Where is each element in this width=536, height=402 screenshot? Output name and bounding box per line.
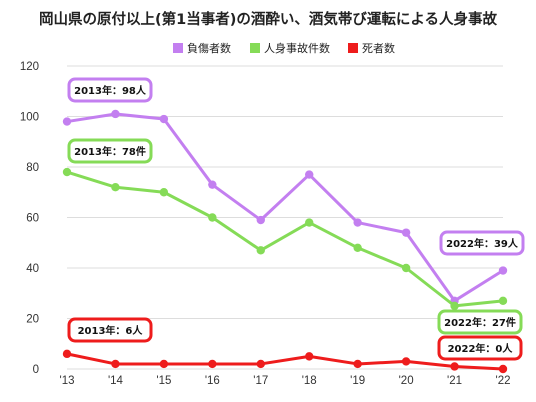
x-axis: '13 '14 '15 '16 '17 '18 '19 '20 '21 '22: [60, 375, 511, 387]
callout-box: [67, 138, 153, 164]
x-tick-label: '13: [60, 375, 75, 387]
callout-label: 2013年：78件: [74, 145, 146, 158]
legend: 負傷者数 人身事故件数 死者数: [173, 41, 395, 55]
data-point-injured: [498, 266, 508, 275]
data-point-injured: [111, 109, 120, 119]
callout-label: 2022年：0人: [448, 342, 514, 355]
data-point-deaths: [498, 364, 508, 374]
callout-box: [437, 335, 523, 361]
data-point-accidents: [62, 167, 72, 177]
data-point-accidents: [450, 301, 459, 311]
data-point-injured: [159, 114, 169, 124]
x-tick-label: '17: [253, 375, 268, 387]
data-point-accidents: [159, 188, 169, 197]
data-point-accidents: [256, 246, 265, 255]
data-point-injured: [62, 117, 72, 126]
data-point-deaths: [305, 352, 314, 361]
data-point-injured: [401, 228, 411, 237]
data-point-accidents: [305, 218, 314, 227]
y-tick-label: 60: [26, 213, 39, 225]
y-axis: 0 20 40 60 80 100 120: [20, 61, 39, 376]
data-point-deaths: [450, 362, 459, 371]
x-tick-label: '15: [156, 375, 171, 387]
x-tick-label: '22: [496, 375, 511, 387]
data-point-injured: [208, 180, 217, 189]
data-point-deaths: [62, 349, 72, 359]
data-point-accidents: [353, 243, 362, 252]
callout-box: [437, 309, 523, 335]
legend-swatch-deaths: [348, 43, 358, 53]
legend-label-injured: 負傷者数: [187, 41, 231, 55]
data-point-injured: [305, 170, 314, 179]
data-point-deaths: [353, 359, 362, 369]
y-tick-label: 0: [33, 364, 39, 376]
chart-title: 岡山県の原付以上(第1当事者)の酒酔い、酒気帯び運転による人身事故: [39, 10, 497, 28]
callout-box: [67, 317, 153, 343]
y-tick-label: 100: [20, 112, 39, 124]
x-tick-label: '21: [447, 375, 462, 387]
callout-label: 2013年：6人: [78, 324, 144, 337]
data-point-deaths: [159, 359, 169, 369]
data-point-accidents: [498, 296, 508, 306]
y-tick-label: 120: [20, 61, 39, 73]
y-tick-label: 40: [26, 263, 39, 275]
callout-label: 2013年：98人: [74, 84, 147, 97]
callouts: 2013年：98人 2013年：78件 2013年：6人 2022年：39人 2022年…: [67, 77, 525, 361]
x-tick-label: '20: [399, 375, 414, 387]
series-line-accidents: [66, 170, 504, 308]
y-tick-label: 20: [26, 314, 39, 326]
x-tick-label: '18: [302, 375, 317, 387]
data-point-deaths: [111, 359, 120, 369]
x-tick-label: '16: [205, 375, 220, 387]
callout-label: 2022年：39人: [446, 237, 519, 250]
x-tick-label: '14: [108, 375, 124, 387]
callout-box: [439, 230, 525, 256]
data-point-accidents: [208, 213, 217, 222]
data-point-deaths: [208, 359, 217, 369]
callout-label: 2022年：27件: [444, 316, 516, 329]
data-point-accidents: [111, 183, 120, 192]
data-point-deaths: [401, 357, 411, 366]
legend-label-deaths: 死者数: [362, 42, 395, 55]
series-line-injured: [66, 112, 504, 303]
legend-label-accidents: 人身事故件数: [264, 41, 330, 55]
legend-swatch-accidents: [250, 43, 260, 53]
x-tick-label: '19: [350, 375, 365, 387]
data-point-accidents: [401, 263, 411, 273]
data-point-deaths: [256, 359, 265, 369]
series-lines: [62, 109, 508, 374]
data-point-injured: [256, 215, 265, 225]
legend-swatch-injured: [173, 43, 183, 53]
data-point-injured: [353, 218, 362, 227]
y-tick-label: 80: [26, 162, 39, 174]
series-line-deaths: [66, 352, 504, 371]
callout-box: [67, 77, 153, 103]
